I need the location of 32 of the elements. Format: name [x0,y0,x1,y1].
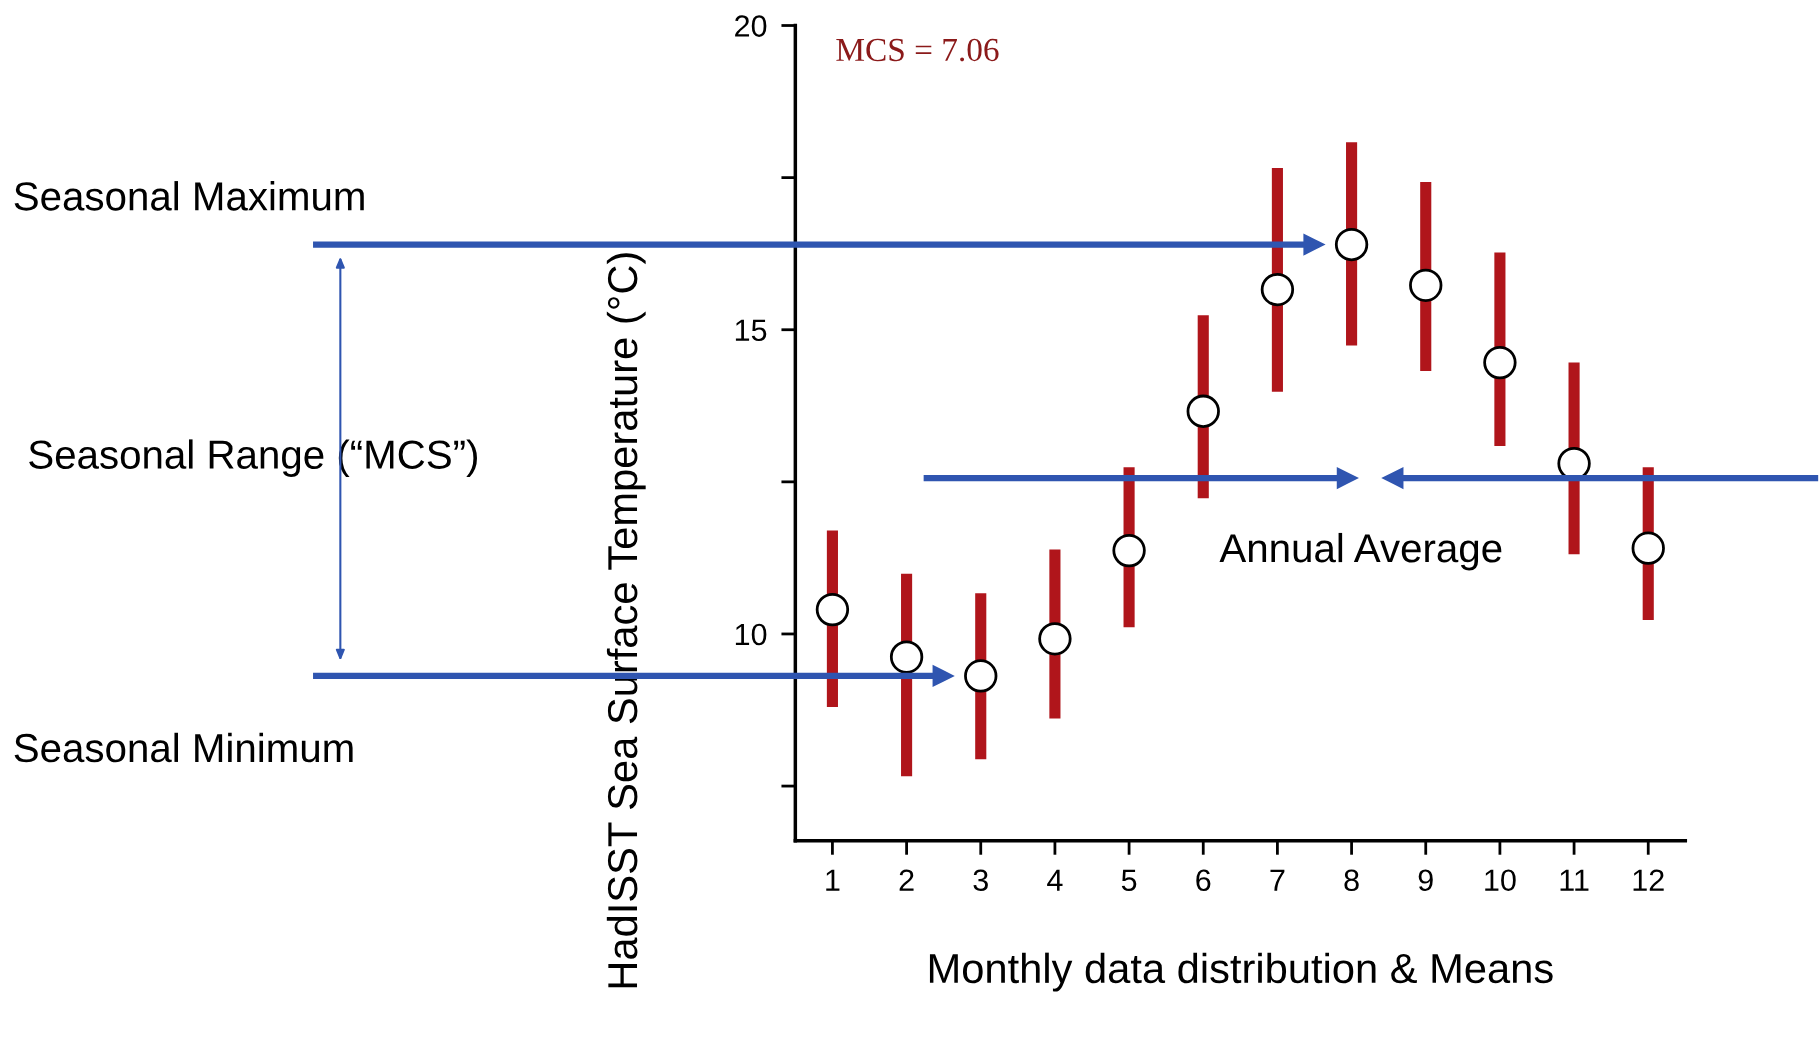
point [1409,268,1443,302]
x-tick-label: 6 [1196,869,1211,892]
point [889,640,924,674]
text: Seasonal Minimum [14,732,353,763]
x-tick-label: 5 [1121,869,1137,892]
x-tick-label: 4 [1047,869,1063,891]
x-tick-label: 12 [1633,869,1664,891]
x-tick-label: 10 [1485,869,1516,892]
point [964,659,998,693]
y-axis-title: HadISST Sea Surface Temperature (°C) [606,253,646,988]
point [1186,394,1220,428]
x-tick-label: 2 [899,869,914,891]
point [1038,622,1072,656]
x-tick-label: 9 [1418,869,1433,892]
x-axis-title: Monthly data distribution & Means [929,952,1553,992]
x-tick-label: 3 [973,869,988,892]
x-tick-label: 11 [1560,869,1589,891]
point [815,592,850,627]
annotation: MCS = 7.06 [836,38,999,62]
annotation: Annual Average [1219,532,1502,571]
y-tick-label: 15 [735,319,767,342]
y-tick-label: 20 [735,15,767,37]
point [1260,272,1295,307]
point [1112,533,1146,568]
y-tick-label: 10 [735,623,767,646]
point [1334,227,1369,262]
x-tick-label: 7 [1270,869,1285,891]
text: Seasonal Maximum [14,181,364,211]
point [1483,345,1517,380]
point [1631,531,1665,565]
x-tick-label: 8 [1344,869,1359,892]
x-tick-label: 1 [826,869,840,891]
